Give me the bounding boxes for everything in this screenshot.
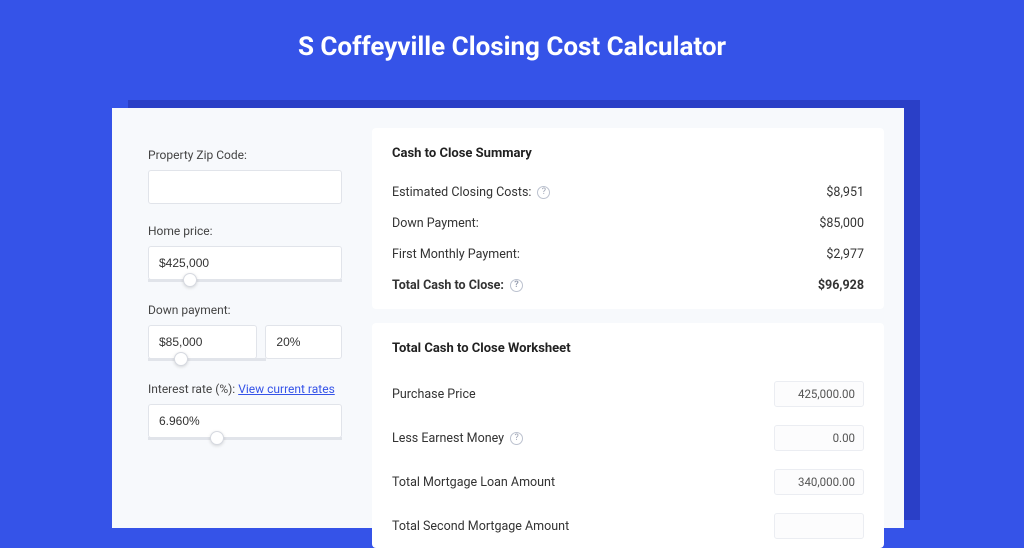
worksheet-row-purchase-price: Purchase Price 425,000.00 [392,372,864,416]
worksheet-label: Purchase Price [392,387,476,402]
slider-track [148,279,342,282]
interest-rate-field-group: Interest rate (%): View current rates [148,382,342,441]
summary-value: $2,977 [826,247,864,262]
slider-thumb[interactable] [210,431,224,445]
view-rates-link[interactable]: View current rates [238,382,335,396]
worksheet-label: Less Earnest Money [392,431,504,446]
summary-label: Total Cash to Close: [392,278,504,293]
home-price-input[interactable] [148,246,342,280]
summary-title: Cash to Close Summary [392,146,864,161]
worksheet-value[interactable]: 0.00 [774,425,864,451]
slider-track [148,358,266,361]
interest-rate-slider[interactable] [148,437,342,441]
worksheet-value[interactable]: 340,000.00 [774,469,864,495]
worksheet-label: Total Mortgage Loan Amount [392,475,555,490]
home-price-field-group: Home price: [148,224,342,283]
down-payment-amount-input[interactable] [148,325,257,359]
slider-thumb[interactable] [183,273,197,287]
help-icon[interactable]: ? [510,279,523,292]
interest-rate-label-text: Interest rate (%): [148,382,235,396]
home-price-slider[interactable] [148,279,342,283]
zip-field-group: Property Zip Code: [148,148,342,204]
worksheet-row-earnest-money: Less Earnest Money ? 0.00 [392,416,864,460]
zip-input[interactable] [148,170,342,204]
results-column: Cash to Close Summary Estimated Closing … [360,128,896,528]
help-icon[interactable]: ? [510,432,523,445]
down-payment-field-group: Down payment: [148,303,342,362]
zip-label: Property Zip Code: [148,148,342,162]
summary-row-total: Total Cash to Close: ? $96,928 [392,270,864,301]
home-price-label: Home price: [148,224,342,238]
slider-thumb[interactable] [174,352,188,366]
summary-label: First Monthly Payment: [392,247,520,262]
summary-value: $85,000 [819,216,864,231]
worksheet-label: Total Second Mortgage Amount [392,519,569,534]
down-payment-slider[interactable] [148,358,266,362]
down-payment-pct-input[interactable] [265,325,342,359]
down-payment-label: Down payment: [148,303,342,317]
worksheet-row-mortgage-loan: Total Mortgage Loan Amount 340,000.00 [392,460,864,504]
worksheet-row-second-mortgage: Total Second Mortgage Amount [392,504,864,548]
interest-rate-label: Interest rate (%): View current rates [148,382,342,396]
summary-value: $8,951 [826,185,864,200]
worksheet-card: Total Cash to Close Worksheet Purchase P… [372,323,884,548]
worksheet-value[interactable]: 425,000.00 [774,381,864,407]
inputs-column: Property Zip Code: Home price: Down paym… [120,128,360,528]
summary-label: Estimated Closing Costs: [392,185,531,200]
interest-rate-input[interactable] [148,404,342,438]
worksheet-value[interactable] [774,513,864,539]
slider-track [148,437,342,440]
help-icon[interactable]: ? [537,186,550,199]
summary-row-closing-costs: Estimated Closing Costs: ? $8,951 [392,177,864,208]
worksheet-title: Total Cash to Close Worksheet [392,341,864,356]
page-title: S Coffeyville Closing Cost Calculator [0,0,1024,86]
summary-value: $96,928 [818,278,864,293]
summary-row-monthly-payment: First Monthly Payment: $2,977 [392,239,864,270]
calculator-panel: Property Zip Code: Home price: Down paym… [112,108,904,528]
summary-row-down-payment: Down Payment: $85,000 [392,208,864,239]
summary-card: Cash to Close Summary Estimated Closing … [372,128,884,309]
summary-label: Down Payment: [392,216,479,231]
